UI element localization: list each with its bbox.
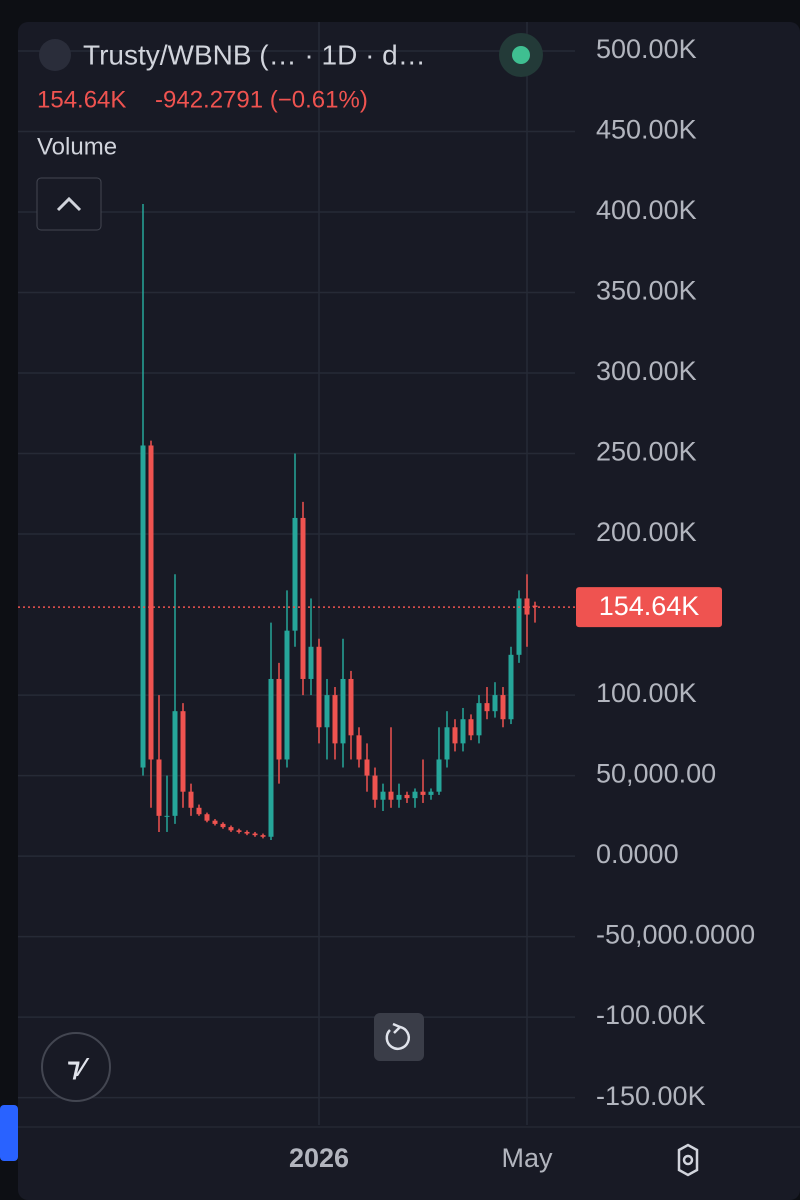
y-tick-label: -150.00K xyxy=(596,1081,706,1111)
candle-body xyxy=(220,823,226,828)
candle-body xyxy=(396,794,402,800)
candle-body xyxy=(428,791,434,795)
chart-panel xyxy=(18,22,800,1200)
candle-body xyxy=(308,646,314,679)
collapse-button[interactable] xyxy=(36,177,102,231)
candle-body xyxy=(188,791,194,808)
y-tick-label: 300.00K xyxy=(596,356,697,386)
y-tick-label: -100.00K xyxy=(596,1000,706,1030)
settings-icon xyxy=(682,1154,694,1166)
reset-icon xyxy=(385,1025,410,1051)
y-tick-label: 350.00K xyxy=(596,276,697,306)
collapse-icon xyxy=(56,196,82,212)
x-tick-label: May xyxy=(501,1143,553,1173)
candle-body xyxy=(228,827,234,831)
logo-icon: ⁊⁄ xyxy=(67,1052,90,1082)
y-tick-label: 400.00K xyxy=(596,195,697,225)
candle-body xyxy=(452,727,458,744)
candle-body xyxy=(244,831,250,834)
candle-body xyxy=(348,678,354,736)
candle-body xyxy=(404,794,410,799)
candle-body xyxy=(420,791,426,795)
candle-body xyxy=(252,833,258,836)
candle-body xyxy=(476,703,482,736)
y-tick-label: 450.00K xyxy=(596,115,697,145)
candle-body xyxy=(260,835,266,837)
settings-button[interactable] xyxy=(677,1143,699,1177)
candle-body xyxy=(532,605,538,608)
last-price: 154.64K xyxy=(37,86,126,113)
candle-body xyxy=(204,814,210,821)
price-change: -942.2791 (−0.61%) xyxy=(155,86,368,113)
reset-button[interactable] xyxy=(374,1013,424,1061)
candle-body xyxy=(468,719,474,736)
pane-label: Volume xyxy=(37,133,117,160)
chart-title[interactable]: Trusty/WBNB (… · 1D · d… xyxy=(83,39,426,70)
candle-body xyxy=(164,815,170,817)
candle-body xyxy=(388,791,394,800)
candle-body xyxy=(364,759,370,776)
candle-body xyxy=(292,517,298,631)
last-price-tag-label: 154.64K xyxy=(599,591,700,621)
candle-body xyxy=(300,517,306,679)
candle-body xyxy=(324,695,330,728)
symbol-icon[interactable] xyxy=(39,39,71,71)
candle-body xyxy=(460,719,466,744)
candle-body xyxy=(172,711,178,816)
y-tick-label: -50,000.0000 xyxy=(596,920,755,950)
last-price-tag xyxy=(576,587,722,628)
y-tick-label: 200.00K xyxy=(596,517,697,547)
candle-body xyxy=(284,630,290,760)
candle-body xyxy=(436,759,442,792)
plot xyxy=(18,203,576,840)
candle-body xyxy=(148,445,154,760)
status-dot xyxy=(512,46,530,64)
y-tick-label: 500.00K xyxy=(596,34,697,64)
candle-body xyxy=(372,775,378,800)
candle-body xyxy=(156,759,162,816)
y-tick-label: 100.00K xyxy=(596,678,697,708)
candle-body xyxy=(268,678,274,837)
candle-body xyxy=(380,791,386,800)
candle-body xyxy=(332,695,338,744)
side-tab[interactable] xyxy=(0,1105,18,1161)
candle-body xyxy=(516,598,522,655)
candle-body xyxy=(492,695,498,712)
y-tick-label: 250.00K xyxy=(596,437,697,467)
x-tick-label: 2026 xyxy=(289,1143,349,1173)
candle-body xyxy=(508,654,514,720)
candle-body xyxy=(196,807,202,815)
candle-body xyxy=(500,695,506,720)
candle-body xyxy=(444,727,450,760)
candle-body xyxy=(180,711,186,792)
y-tick-label: 50,000.00 xyxy=(596,759,716,789)
candle-body xyxy=(484,703,490,712)
logo-button[interactable] xyxy=(41,1032,111,1102)
candle-body xyxy=(236,830,242,832)
candle-body xyxy=(316,646,322,728)
candle-body xyxy=(340,678,346,744)
y-tick-label: 0.0000 xyxy=(596,839,679,869)
reset-icon-arrow xyxy=(392,1022,403,1034)
candle-body xyxy=(412,791,418,799)
candle-body xyxy=(356,735,362,760)
candle-body xyxy=(212,820,218,824)
candle-body xyxy=(276,678,282,760)
candle-body xyxy=(524,598,530,615)
